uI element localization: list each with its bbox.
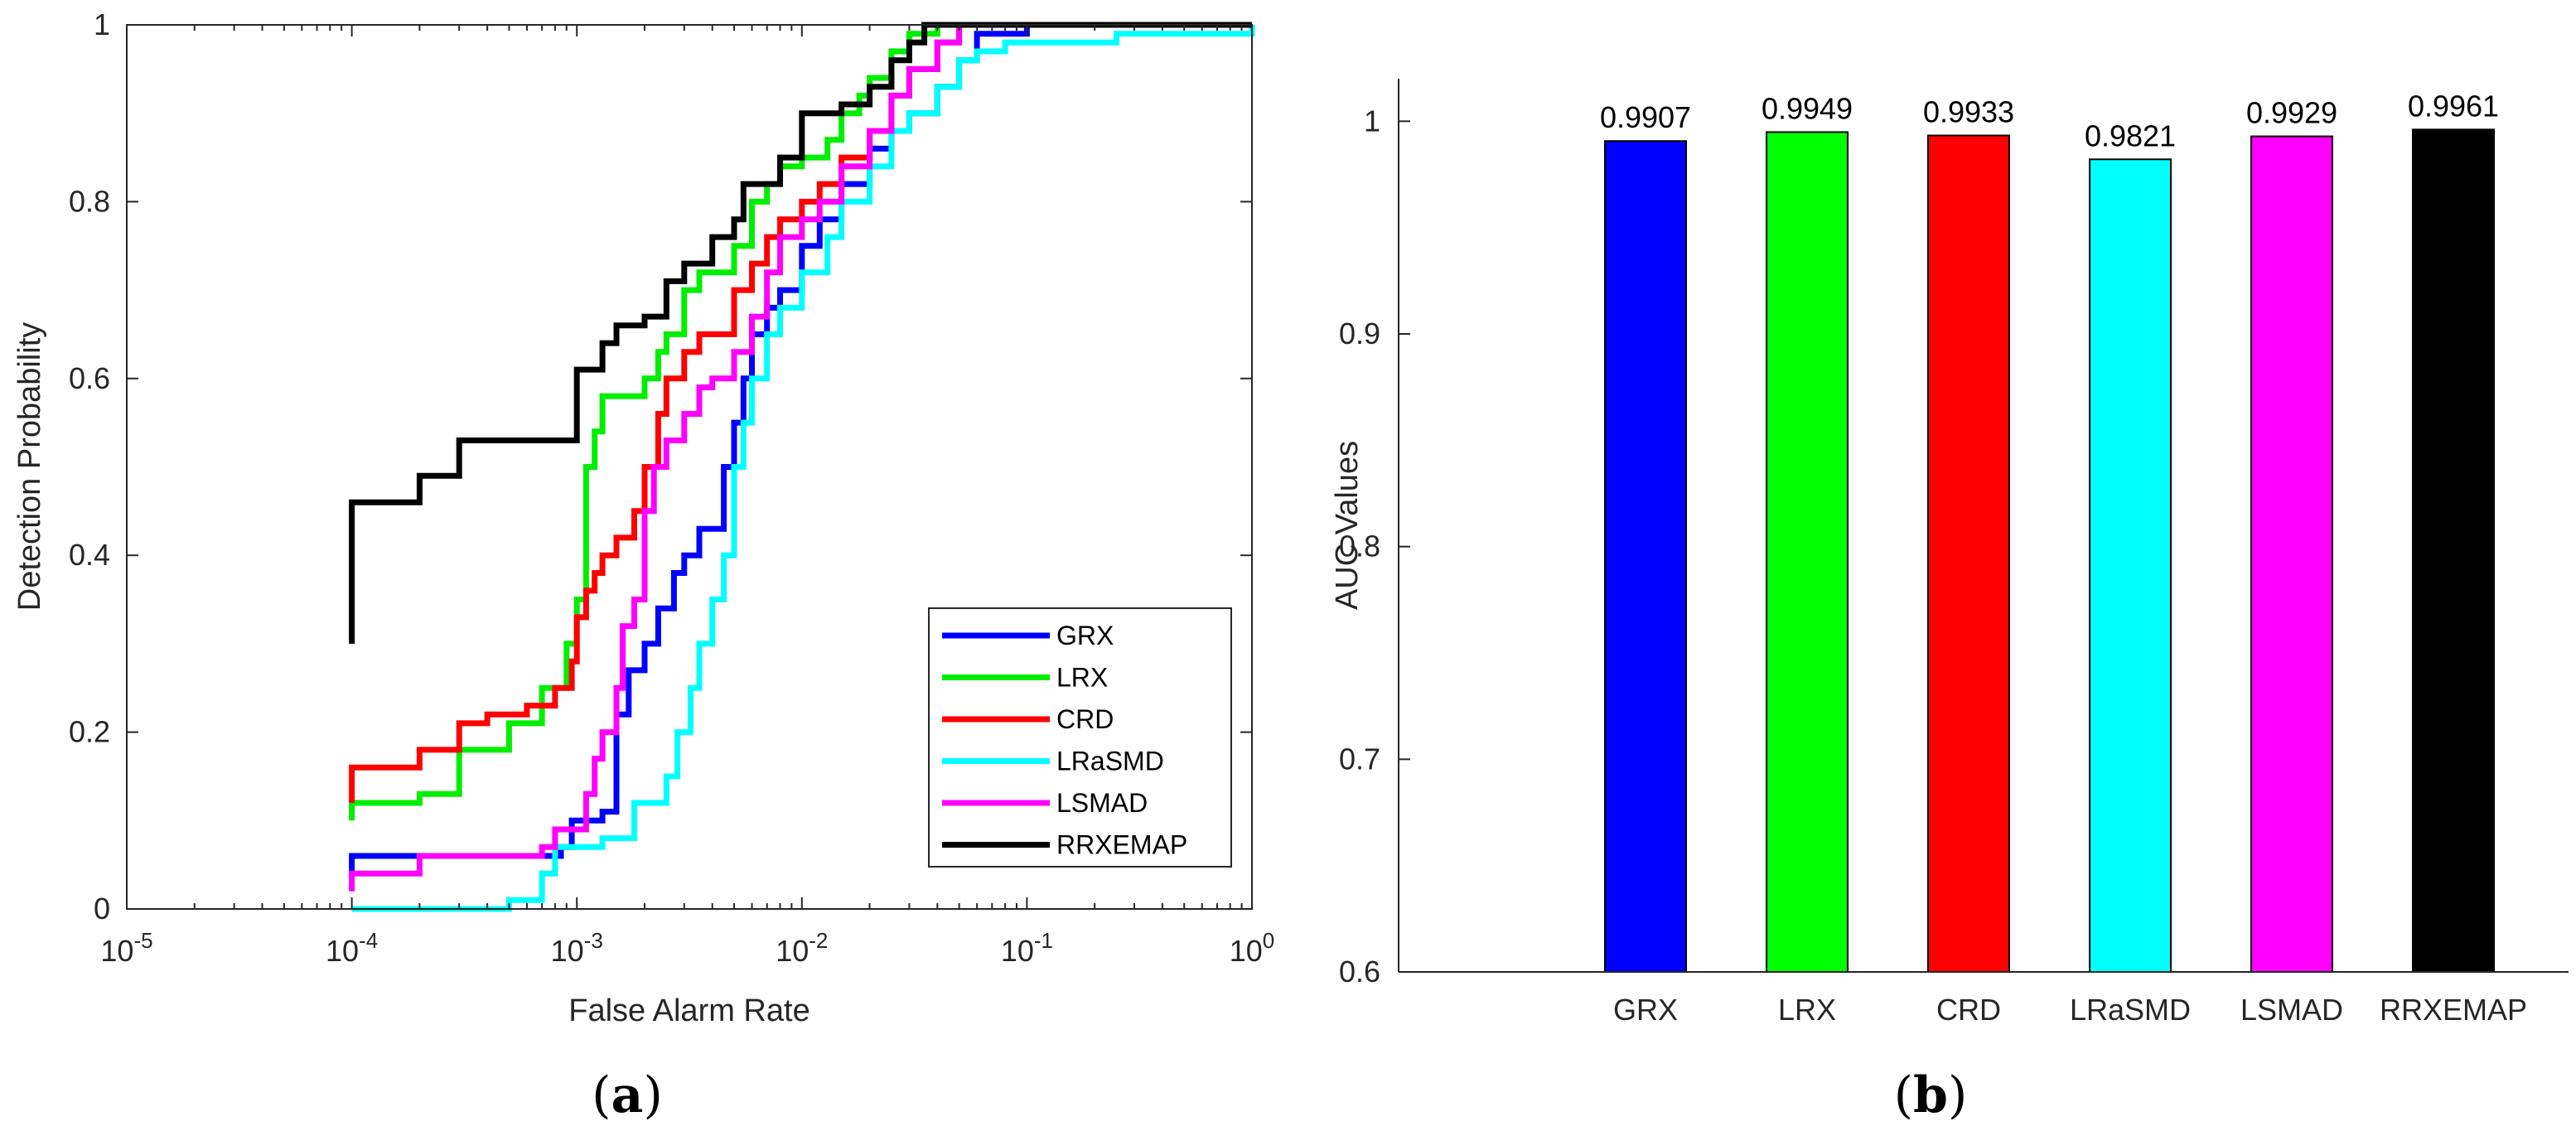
auc-value-label-lrx: 0.9949 xyxy=(1762,91,1853,125)
roc-series-lines xyxy=(349,22,1255,912)
auc-y-tick-label: 1 xyxy=(1364,104,1380,138)
roc-line-rrxemap xyxy=(349,22,1252,644)
auc-x-tick-labels: GRX LRX CRD LRaSMD LSMAD RRXEMAP xyxy=(1613,993,2527,1027)
auc-y-tick-label: 0.8 xyxy=(1339,529,1380,563)
roc-x-tick-label: 10-1 xyxy=(1001,928,1053,968)
auc-x-tick-label-lrasmd: LRaSMD xyxy=(2070,993,2191,1027)
auc-value-label-lrasmd: 0.9821 xyxy=(2085,118,2176,152)
roc-legend-box xyxy=(928,607,1232,868)
auc-x-tick-label-grx: GRX xyxy=(1613,993,1678,1027)
roc-y-tick-label: 1 xyxy=(94,7,110,41)
auc-x-tick-label-lrx: LRX xyxy=(1778,993,1836,1027)
auc-x-tick-label-crd: CRD xyxy=(1936,993,2001,1027)
roc-axes-box xyxy=(126,24,1253,910)
auc-bar-lrx xyxy=(1766,131,1849,973)
auc-value-labels: 0.9907 0.9949 0.9933 0.9821 0.9929 0.9961 xyxy=(1600,89,2499,152)
roc-y-tick-label: 0.2 xyxy=(69,715,110,749)
roc-tick-marks xyxy=(126,24,1253,910)
legend-label-rrxemap: RRXEMAP xyxy=(1056,830,1187,860)
roc-legend-items: GRX LRX CRD LRaSMD LSMAD RRXEMAP xyxy=(942,621,1187,860)
legend-label-grx: GRX xyxy=(1056,621,1114,650)
auc-y-tick-label: 0.7 xyxy=(1339,742,1380,776)
roc-y-tick-label: 0.8 xyxy=(69,184,110,218)
auc-value-label-grx: 0.9907 xyxy=(1600,100,1691,134)
roc-x-tick-labels: 10-5 10-4 10-3 10-2 10-1 100 xyxy=(100,928,1274,968)
auc-value-label-rrxemap: 0.9961 xyxy=(2408,89,2499,123)
auc-bar-chart: 0.6 0.7 0.8 0.9 1 GRX LRX CRD LRaSMD LSMAD RRXEMA… xyxy=(1330,79,2569,1124)
auc-y-tick-labels: 0.6 0.7 0.8 0.9 1 xyxy=(1339,104,1380,989)
legend-label-lrx: LRX xyxy=(1056,663,1108,693)
panel-label-a: (a) xyxy=(592,1066,663,1124)
auc-bar-crd xyxy=(1927,134,2010,973)
roc-x-tick-label: 10-3 xyxy=(551,928,603,968)
legend-label-lrasmd: LRaSMD xyxy=(1056,747,1164,776)
roc-chart: 0 0.2 0.4 0.6 0.8 1 10-5 10-4 10-3 10-2 10-1 100 F… xyxy=(12,7,1274,1124)
panel-label-b: (b) xyxy=(1894,1066,1968,1124)
auc-x-tick-label-lsmad: LSMAD xyxy=(2240,993,2343,1027)
auc-value-label-crd: 0.9933 xyxy=(1923,95,2014,129)
roc-y-tick-labels: 0 0.2 0.4 0.6 0.8 1 xyxy=(69,7,110,926)
roc-x-axis-label: False Alarm Rate xyxy=(568,993,810,1028)
roc-line-crd xyxy=(349,22,1252,803)
auc-bar-rrxemap xyxy=(2412,128,2495,974)
auc-y-axis-label: AUC Values xyxy=(1330,441,1365,610)
auc-bar-lsmad xyxy=(2250,135,2333,974)
auc-x-tick-label-rrxemap: RRXEMAP xyxy=(2380,993,2527,1027)
roc-y-tick-label: 0.4 xyxy=(69,538,110,572)
roc-x-tick-label: 10-5 xyxy=(100,928,152,968)
auc-axes xyxy=(1398,79,2569,973)
auc-bar-lrasmd xyxy=(2089,158,2172,973)
roc-y-axis-label: Detection Probability xyxy=(12,322,47,612)
roc-x-tick-label: 10-2 xyxy=(776,928,828,968)
roc-line-lrasmd xyxy=(351,25,1255,912)
roc-y-tick-label: 0 xyxy=(94,892,110,926)
roc-x-tick-label: 10-4 xyxy=(326,928,378,968)
auc-y-tick-marks xyxy=(1399,120,1410,973)
roc-legend: GRX LRX CRD LRaSMD LSMAD RRXEMAP xyxy=(928,607,1232,868)
legend-label-crd: CRD xyxy=(1056,704,1114,734)
legend-label-lsmad: LSMAD xyxy=(1056,788,1148,818)
roc-x-tick-label: 100 xyxy=(1230,928,1275,968)
auc-y-tick-label: 0.9 xyxy=(1339,317,1380,350)
roc-line-lsmad xyxy=(349,22,1252,892)
auc-y-tick-label: 0.6 xyxy=(1339,955,1380,989)
roc-y-tick-label: 0.6 xyxy=(69,361,110,395)
auc-bars xyxy=(1604,128,2495,974)
auc-bar-grx xyxy=(1604,140,1687,974)
auc-value-label-lsmad: 0.9929 xyxy=(2246,96,2337,130)
roc-line-lrx xyxy=(349,22,1252,821)
